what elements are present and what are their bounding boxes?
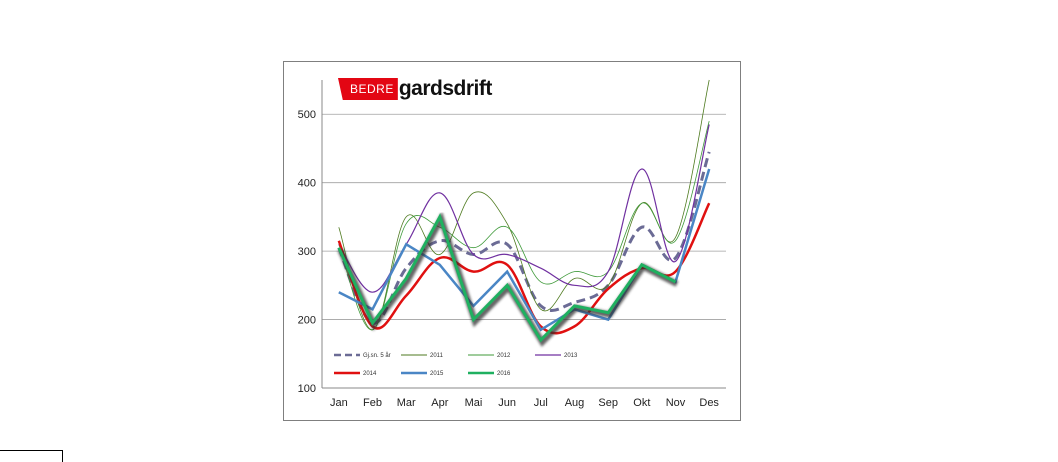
logo-wordmark: gardsdrift [398,77,493,100]
line-chart: 100 200 300 400 500 Jan Feb Mar Apr Mai Jun Jul Aug S… [298,79,726,409]
bedre-gardsdrift-logo: BEDRE gardsdrift [338,74,492,104]
x-tick-label: Jan [330,397,348,409]
y-tick-label: 500 [298,109,316,121]
legend-label-gj-sn-5-r: Gj.sn. 5 år [363,352,391,359]
x-tick-label: Sep [598,397,618,409]
x-tick-label: Mai [465,397,483,409]
chart-frame: 100 200 300 400 500 Jan Feb Mar Apr Mai Jun Jul Aug S… [283,61,741,421]
x-tick-label: Jun [498,397,516,409]
x-tick-label: Mar [397,397,416,409]
y-tick-label: 300 [298,246,316,258]
legend-label-2013: 2013 [564,353,578,359]
corner-box [0,450,63,462]
legend-label-2014: 2014 [363,371,377,377]
y-tick-label: 200 [298,315,316,327]
x-tick-label: Nov [666,397,686,409]
y-tick-label: 400 [298,178,316,190]
x-tick-label: Aug [565,397,585,409]
legend-label-2016: 2016 [497,371,511,377]
x-tick-label: Des [699,397,719,409]
series-line-gj-sn-5-r [337,151,711,325]
series-line-2016 [337,213,677,343]
legend-label-2012: 2012 [497,353,511,359]
x-tick-label: Apr [431,397,448,409]
x-tick-label: Feb [363,397,382,409]
legend-label-2015: 2015 [430,371,444,377]
legend-label-2011: 2011 [430,353,444,359]
x-tick-label: Jul [534,397,548,409]
x-tick-label: Okt [633,397,650,409]
y-tick-label: 100 [298,383,316,395]
logo-red-box: BEDRE [338,78,398,100]
